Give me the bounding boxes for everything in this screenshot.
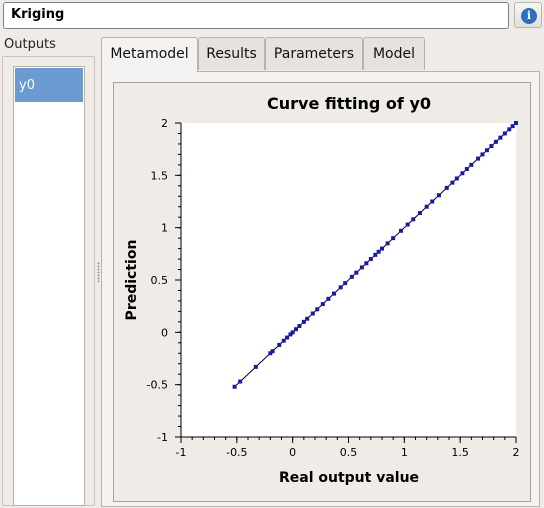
data-point	[364, 261, 369, 266]
data-point	[294, 327, 299, 332]
tab-model[interactable]: Model	[363, 37, 425, 70]
data-point	[450, 180, 455, 185]
data-point	[354, 270, 359, 275]
metamodel-title: Kriging	[11, 7, 65, 22]
chart-title: Curve fitting of y0	[267, 94, 431, 113]
data-point	[343, 281, 348, 286]
data-point	[281, 338, 286, 343]
data-point	[411, 217, 416, 222]
data-point	[502, 131, 507, 136]
data-point	[288, 332, 293, 337]
y-axis-label: Prediction	[124, 240, 140, 321]
data-point	[484, 148, 489, 153]
y-tick-label: 2	[161, 117, 168, 130]
data-point	[232, 384, 237, 389]
data-point	[268, 351, 273, 356]
list-item-label: y0	[19, 78, 35, 93]
data-point	[338, 285, 343, 290]
data-point	[454, 176, 459, 181]
data-point	[391, 236, 396, 241]
data-point	[380, 246, 384, 251]
y-tick-label: 0.5	[151, 274, 169, 287]
data-point	[507, 127, 512, 132]
x-axis-label: Real output value	[279, 470, 419, 486]
tab-metamodel[interactable]: Metamodel	[101, 37, 198, 72]
data-point	[290, 330, 295, 335]
tab-results[interactable]: Results	[198, 37, 265, 70]
list-item-y0[interactable]: y0	[15, 68, 83, 102]
data-point	[464, 167, 469, 172]
data-point	[368, 257, 373, 262]
data-point	[331, 291, 336, 296]
outputs-list[interactable]: y0	[13, 66, 85, 506]
x-tick-label: 1.5	[451, 446, 469, 459]
data-point	[510, 124, 515, 129]
data-point	[310, 311, 315, 316]
data-point	[469, 162, 474, 167]
data-point	[376, 249, 381, 254]
x-tick-label: -0.5	[226, 446, 247, 459]
data-point	[238, 379, 243, 384]
y-tick-label: -0.5	[147, 379, 168, 392]
y-tick-label: 0	[161, 326, 168, 339]
x-tick-label: 0.5	[340, 446, 358, 459]
data-point	[270, 349, 275, 354]
x-tick-label: 2	[513, 446, 520, 459]
data-point	[417, 211, 422, 216]
y-tick-label: 1	[161, 222, 168, 235]
x-tick-label: -1	[176, 446, 187, 459]
data-point	[424, 204, 429, 209]
data-point	[359, 265, 364, 270]
info-button[interactable]: i	[514, 2, 542, 28]
data-point	[480, 152, 485, 157]
data-point	[285, 335, 290, 340]
data-point	[349, 274, 354, 279]
data-point	[253, 364, 258, 369]
data-point	[326, 296, 331, 301]
data-point	[320, 302, 325, 307]
data-point	[514, 121, 518, 125]
data-point	[493, 139, 498, 144]
info-icon: i	[521, 8, 537, 24]
outputs-label: Outputs	[4, 37, 56, 52]
data-point	[277, 342, 282, 347]
data-point	[315, 307, 320, 312]
data-point	[436, 193, 441, 198]
data-point	[460, 171, 465, 176]
data-point	[301, 319, 306, 324]
data-point	[498, 135, 503, 140]
x-tick-label: 1	[401, 446, 408, 459]
tab-parameters[interactable]: Parameters	[265, 37, 363, 70]
data-point	[444, 185, 449, 190]
data-point	[405, 222, 410, 227]
data-point	[385, 241, 390, 246]
metamodel-title-field[interactable]: Kriging	[3, 2, 509, 29]
y-tick-label: 1.5	[151, 169, 169, 182]
data-point	[398, 228, 403, 233]
data-point	[489, 144, 494, 149]
data-point	[476, 156, 481, 161]
y-tick-label: -1	[157, 431, 168, 444]
splitter-handle[interactable]	[97, 262, 100, 282]
data-point	[305, 316, 310, 321]
x-tick-label: 0	[289, 446, 296, 459]
data-point	[430, 199, 435, 204]
data-point	[297, 324, 302, 329]
data-point	[373, 252, 378, 257]
